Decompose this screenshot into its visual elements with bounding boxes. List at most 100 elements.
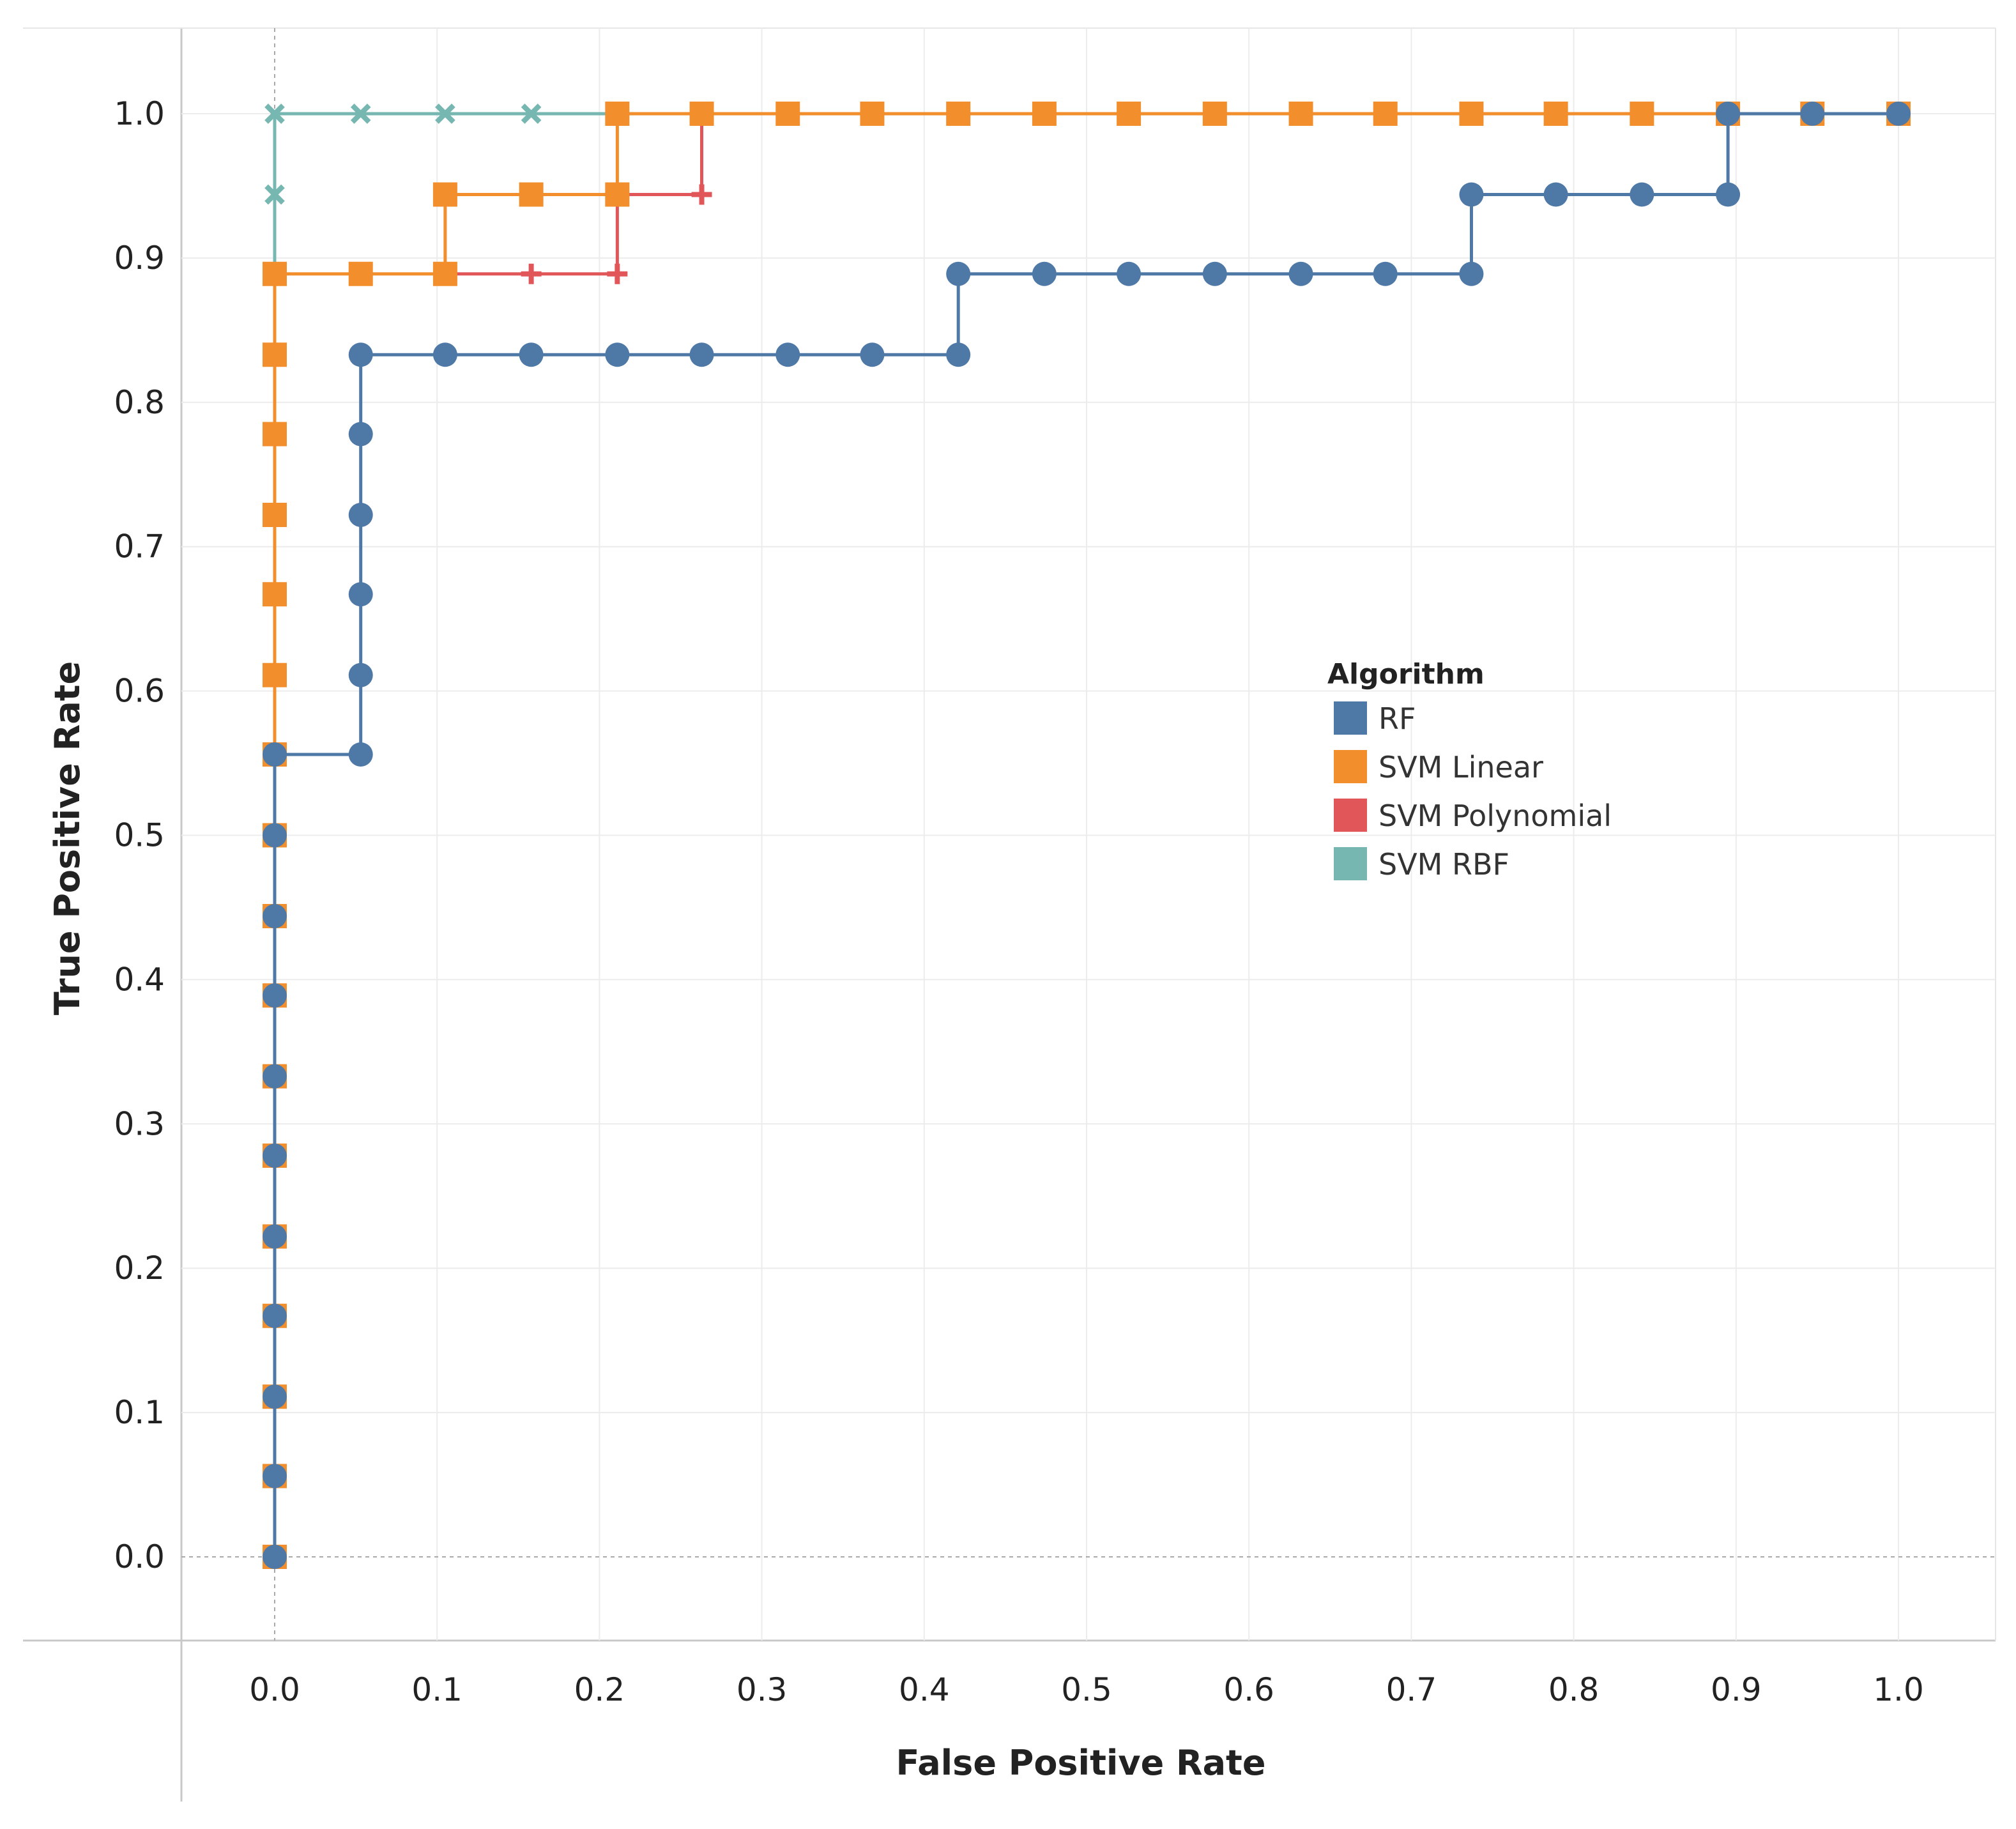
data-point-rf[interactable] (263, 1464, 287, 1488)
data-point-rf[interactable] (1716, 102, 1741, 126)
data-point-svm-linear[interactable] (432, 182, 457, 207)
y-tick-label: 0.8 (114, 384, 165, 421)
data-point-svm-linear[interactable] (263, 503, 287, 528)
data-point-rf[interactable] (1202, 261, 1227, 286)
data-point-rf[interactable] (348, 503, 373, 528)
data-point-rf[interactable] (1032, 261, 1057, 286)
data-point-rf[interactable] (775, 342, 800, 367)
data-point-rf[interactable] (263, 1224, 287, 1249)
x-tick-label: 0.5 (1061, 1671, 1112, 1708)
data-point-rf[interactable] (1543, 182, 1568, 207)
data-point-svm-polynomial[interactable] (521, 263, 542, 284)
y-tick-label: 0.4 (114, 961, 165, 998)
series-layer (263, 102, 1911, 1569)
legend-item-svm-polynomial[interactable]: SVM Polynomial (1334, 799, 1612, 833)
data-point-svm-polynomial[interactable] (691, 184, 712, 205)
x-tick-label: 0.3 (737, 1671, 788, 1708)
x-tick-label: 0.2 (574, 1671, 625, 1708)
data-point-svm-rbf[interactable] (350, 103, 371, 124)
y-axis-title: True Positive Rate (47, 661, 88, 1015)
data-point-svm-rbf[interactable] (435, 103, 455, 124)
data-point-svm-polynomial[interactable] (607, 263, 628, 284)
x-tick-label: 0.0 (249, 1671, 300, 1708)
data-point-svm-linear[interactable] (1373, 102, 1398, 126)
data-point-rf[interactable] (263, 823, 287, 848)
data-point-svm-linear[interactable] (263, 422, 287, 447)
legend-label: SVM Polynomial (1378, 799, 1612, 833)
legend-swatch (1334, 750, 1367, 783)
data-point-svm-linear[interactable] (263, 662, 287, 687)
x-tick-label: 0.6 (1223, 1671, 1274, 1708)
data-point-svm-linear[interactable] (263, 582, 287, 607)
data-point-rf[interactable] (348, 662, 373, 687)
data-point-rf[interactable] (946, 261, 971, 286)
legend-label: SVM Linear (1378, 750, 1543, 784)
data-point-svm-linear[interactable] (1032, 102, 1057, 126)
data-point-svm-linear[interactable] (263, 261, 287, 286)
data-point-svm-linear[interactable] (946, 102, 971, 126)
data-point-rf[interactable] (263, 1545, 287, 1569)
data-point-svm-linear[interactable] (1117, 102, 1142, 126)
data-point-svm-linear[interactable] (348, 261, 373, 286)
data-point-rf[interactable] (1630, 182, 1654, 207)
data-point-rf[interactable] (946, 342, 971, 367)
data-point-rf[interactable] (263, 1303, 287, 1328)
legend-item-rf[interactable]: RF (1334, 701, 1416, 736)
data-point-svm-linear[interactable] (1202, 102, 1227, 126)
legend-item-svm-linear[interactable]: SVM Linear (1334, 750, 1543, 784)
y-tick-label: 0.6 (114, 673, 165, 710)
data-point-rf[interactable] (519, 342, 544, 367)
data-point-rf[interactable] (263, 1064, 287, 1089)
data-point-rf[interactable] (263, 1384, 287, 1409)
data-point-rf[interactable] (263, 904, 287, 929)
data-point-rf[interactable] (263, 1143, 287, 1168)
data-point-rf[interactable] (1800, 102, 1825, 126)
data-point-rf[interactable] (1886, 102, 1911, 126)
data-point-rf[interactable] (1288, 261, 1313, 286)
data-point-svm-rbf[interactable] (264, 184, 285, 205)
x-tick-label: 1.0 (1873, 1671, 1924, 1708)
legend-item-svm-rbf[interactable]: SVM RBF (1334, 847, 1509, 882)
data-point-rf[interactable] (860, 342, 885, 367)
data-point-svm-linear[interactable] (605, 102, 630, 126)
data-point-rf[interactable] (263, 742, 287, 767)
data-point-rf[interactable] (432, 342, 457, 367)
x-tick-label: 0.9 (1711, 1671, 1762, 1708)
y-tick-label: 0.2 (114, 1250, 165, 1287)
series-line-rf (273, 112, 1898, 1557)
series-rf (263, 102, 1911, 1569)
x-tick-labels: 0.0 0.1 0.2 0.3 0.4 0.5 0.6 0.7 0.8 0.9 1.0 (249, 1671, 1924, 1708)
data-point-svm-linear[interactable] (1459, 102, 1484, 126)
data-point-svm-linear[interactable] (1288, 102, 1313, 126)
data-point-rf[interactable] (348, 422, 373, 447)
data-point-rf[interactable] (1459, 182, 1484, 207)
data-point-svm-linear[interactable] (519, 182, 544, 207)
data-point-rf[interactable] (348, 742, 373, 767)
data-point-svm-linear[interactable] (1630, 102, 1654, 126)
data-point-svm-linear[interactable] (689, 102, 714, 126)
data-point-svm-linear[interactable] (860, 102, 885, 126)
data-point-rf[interactable] (348, 342, 373, 367)
data-point-rf[interactable] (1373, 261, 1398, 286)
data-point-svm-linear[interactable] (432, 261, 457, 286)
data-point-rf[interactable] (348, 582, 373, 607)
data-point-rf[interactable] (1459, 261, 1484, 286)
data-point-svm-linear[interactable] (775, 102, 800, 126)
legend[interactable]: Algorithm RF SVM Linear SVM Polynomial SVM … (1327, 658, 1612, 882)
data-point-rf[interactable] (263, 983, 287, 1008)
y-tick-label: 1.0 (114, 95, 165, 132)
y-tick-label: 0.1 (114, 1394, 165, 1431)
data-point-rf[interactable] (605, 342, 630, 367)
gridlines (181, 28, 1996, 1641)
data-point-svm-linear[interactable] (605, 182, 630, 207)
x-axis-title: False Positive Rate (896, 1743, 1266, 1783)
data-point-svm-linear[interactable] (263, 342, 287, 367)
data-point-rf[interactable] (1716, 182, 1741, 207)
data-point-rf[interactable] (1117, 261, 1142, 286)
data-point-svm-rbf[interactable] (264, 103, 285, 124)
data-point-svm-linear[interactable] (1543, 102, 1568, 126)
y-tick-label: 0.9 (114, 240, 165, 277)
data-point-rf[interactable] (689, 342, 714, 367)
data-point-svm-rbf[interactable] (521, 103, 542, 124)
